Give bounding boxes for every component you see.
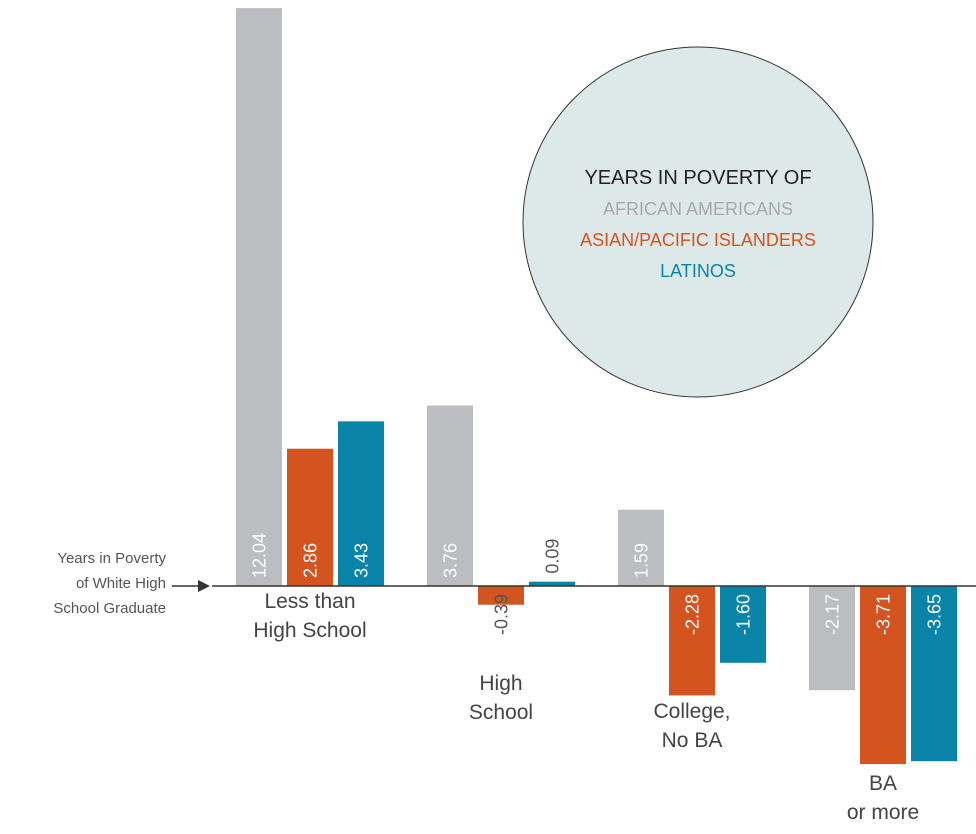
bar-3-3 [720, 586, 766, 663]
bar-1-4 [809, 586, 855, 691]
bar-3-4 [911, 586, 957, 762]
bar-2-2 [478, 586, 524, 605]
bar-value-label-1-2: 3.76 [441, 543, 461, 578]
legend-item-2: ASIAN/PACIFIC ISLANDERS [580, 230, 816, 250]
category-label-3-line-1: College, [653, 700, 730, 723]
bar-value-label-2-3: -2.28 [683, 594, 703, 635]
bar-value-label-1-1: 12.04 [250, 533, 270, 578]
bar-value-label-3-1: 3.43 [352, 543, 372, 578]
category-labels: Less than High School High School College, No… [253, 590, 919, 824]
bar-3-1 [338, 421, 384, 586]
bar-value-label-3-4: -3.65 [925, 594, 945, 635]
category-label-4-line-2: or more [847, 801, 919, 824]
category-label-2-line-2: School [469, 701, 533, 724]
category-label-1-line-1: Less than [264, 590, 355, 613]
bar-2-3 [669, 586, 715, 696]
bar-1-1 [236, 8, 282, 586]
bar-value-label-2-2: -0.39 [492, 594, 512, 635]
legend-item-1: AFRICAN AMERICANS [603, 199, 793, 219]
category-label-2-line-1: High [479, 672, 522, 695]
bar-value-label-2-1: 2.86 [301, 543, 321, 578]
bar-value-label-1-4: -2.17 [823, 594, 843, 635]
bar-value-label-3-3: -1.60 [734, 594, 754, 635]
legend-item-3: LATINOS [660, 261, 736, 281]
category-label-3-line-2: No BA [662, 729, 723, 752]
bar-1-3 [618, 509, 664, 586]
legend-title: YEARS IN POVERTY OF [584, 167, 811, 189]
reference-label-line-2: of White High [76, 575, 166, 592]
legend-circle [522, 46, 874, 398]
bar-value-label-3-2: 0.09 [543, 539, 563, 574]
reference-label: Years in Poverty of White High School Gr… [53, 550, 210, 617]
legend-items: AFRICAN AMERICANS ASIAN/PACIFIC ISLANDERS… [580, 199, 816, 281]
category-label-4-line-1: BA [869, 772, 897, 795]
reference-label-line-1: Years in Poverty [57, 550, 166, 567]
reference-arrow-head [198, 580, 210, 592]
reference-label-line-3: School Graduate [53, 600, 166, 617]
bar-value-label-2-4: -3.71 [874, 594, 894, 635]
category-label-1-line-2: High School [253, 619, 366, 642]
bar-3-2 [529, 581, 575, 586]
legend: YEARS IN POVERTY OF AFRICAN AMERICANS ASI… [522, 46, 874, 398]
bars-group: 12.04 2.86 3.43 3.76 -0.39 0.09 1.59 -2.28 -1.60… [236, 8, 957, 765]
bar-2-4 [860, 586, 906, 765]
bar-1-2 [427, 405, 473, 586]
bar-2-1 [287, 448, 333, 586]
bar-value-label-1-3: 1.59 [632, 543, 652, 578]
